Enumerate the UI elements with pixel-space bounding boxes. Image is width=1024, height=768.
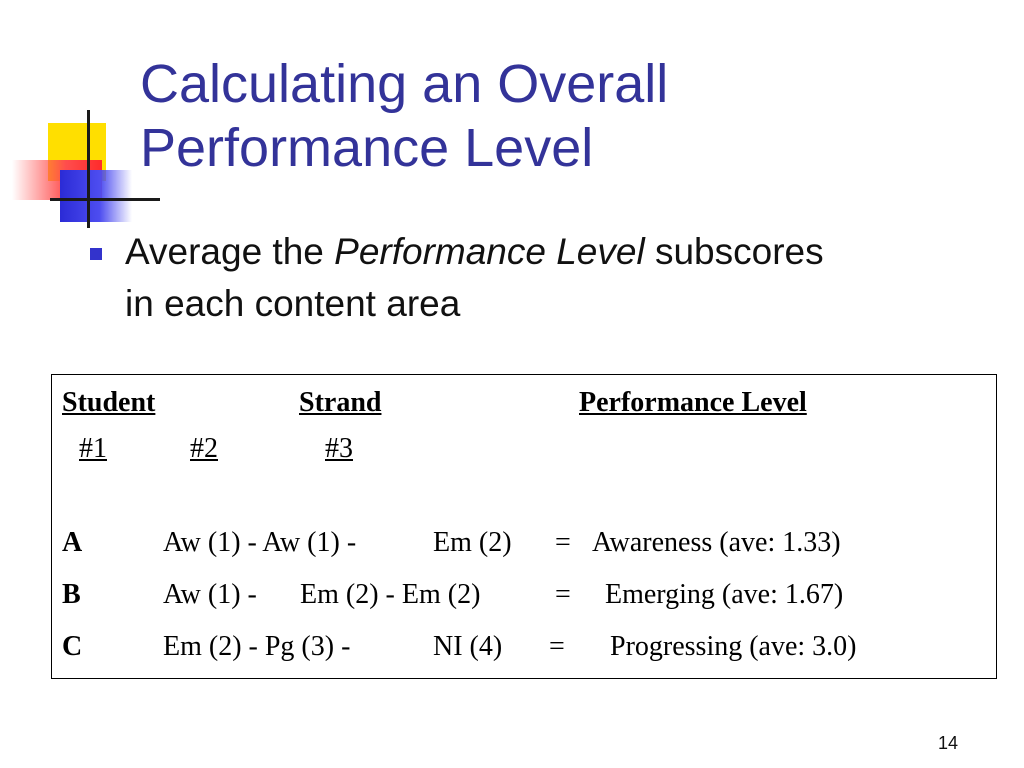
performance-table: Student Strand Performance Level #1 #2 #… bbox=[51, 374, 997, 679]
row-c-student: C bbox=[62, 631, 83, 662]
strand-number-3: #3 bbox=[325, 433, 353, 464]
strand-number-2: #2 bbox=[190, 433, 218, 464]
row-a-result: Awareness (ave: 1.33) bbox=[592, 527, 841, 558]
row-b-strands-2: Em (2) - Em (2) bbox=[300, 579, 481, 610]
bullet-prefix: Average the bbox=[125, 231, 335, 272]
strand-number-1: #1 bbox=[79, 433, 107, 464]
row-c-strands-2: NI (4) bbox=[433, 631, 503, 662]
row-a-strands-1: Aw (1) - Aw (1) - bbox=[163, 527, 357, 558]
row-b-strands-1: Aw (1) - bbox=[163, 579, 257, 610]
row-c-strands-1: Em (2) - Pg (3) - bbox=[163, 631, 351, 662]
row-b-student: B bbox=[62, 579, 81, 610]
row-c-result: Progressing (ave: 3.0) bbox=[610, 631, 857, 662]
logo-blue-square bbox=[60, 170, 132, 222]
slide-title: Calculating an Overall Performance Level bbox=[140, 52, 1000, 180]
row-b-equals: = bbox=[555, 579, 571, 610]
row-a-equals: = bbox=[555, 527, 571, 558]
row-a-student: A bbox=[62, 527, 83, 558]
slide-title-line2: Performance Level bbox=[140, 118, 594, 178]
row-a-strands-2: Em (2) bbox=[433, 527, 512, 558]
bullet-line2: in each content area bbox=[125, 283, 461, 324]
header-strand: Strand bbox=[299, 387, 382, 418]
bullet-text: Average the Performance Level subscores i… bbox=[125, 226, 1005, 330]
row-b-result: Emerging (ave: 1.67) bbox=[605, 579, 844, 610]
page-number: 14 bbox=[938, 733, 959, 753]
bullet-emphasis: Performance Level bbox=[334, 231, 645, 272]
row-c-equals: = bbox=[549, 631, 565, 662]
slide-title-line1: Calculating an Overall bbox=[140, 54, 669, 114]
header-performance-level: Performance Level bbox=[579, 387, 807, 418]
logo-horizontal-line bbox=[50, 198, 160, 201]
logo-vertical-line bbox=[87, 110, 90, 228]
header-student: Student bbox=[62, 387, 156, 418]
decorative-logo bbox=[0, 0, 160, 240]
bullet-square-icon bbox=[90, 248, 102, 260]
bullet-suffix: subscores bbox=[644, 231, 824, 272]
